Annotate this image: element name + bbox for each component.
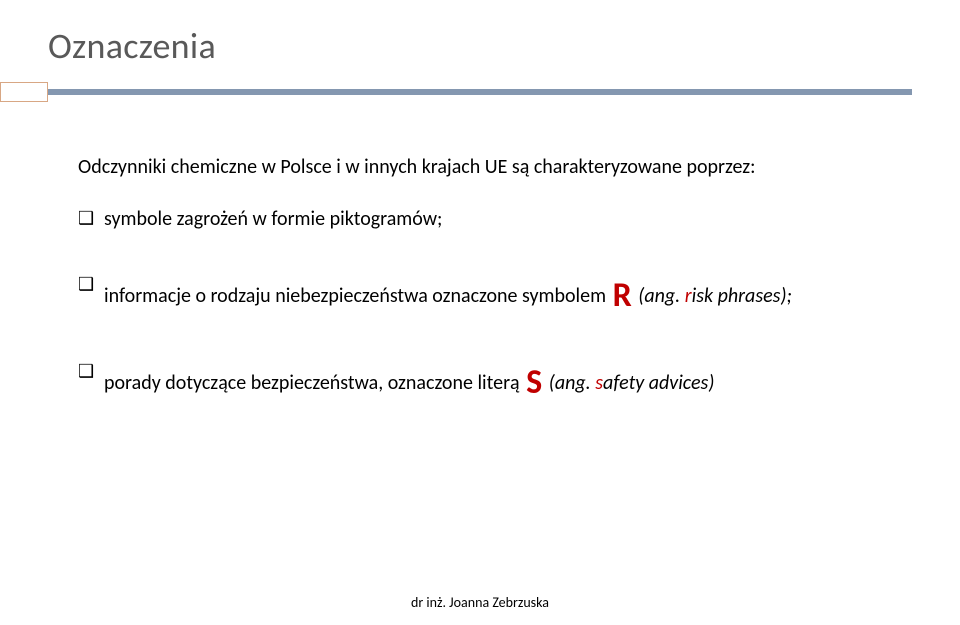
divider [0, 82, 912, 102]
bullet-item: porady dotyczące bezpieczeństwa, oznaczo… [78, 357, 900, 408]
emphasis-letter-r: R [611, 275, 634, 316]
emphasis-rest: afety advices [603, 371, 708, 395]
content-area: Odczynniki chemiczne w Polsce i w innych… [48, 102, 912, 408]
paren-close: ) [708, 371, 714, 395]
emphasis-first-letter: r [685, 284, 692, 308]
paren-open: (ang. [544, 371, 595, 395]
footer-author: dr inż. Joanna Zebrzuska [0, 594, 960, 611]
bullet-item: symbole zagrożeń w formie piktogramów; [78, 204, 900, 234]
paren-close: ); [780, 284, 791, 308]
emphasis-first-letter: s [595, 371, 603, 395]
bullet-prefix: porady dotyczące bezpieczeństwa, oznaczo… [104, 371, 524, 395]
emphasis-letter-s: S [524, 362, 544, 403]
lead-paragraph: Odczynniki chemiczne w Polsce i w innych… [78, 152, 900, 182]
paren-open: (ang. [634, 284, 685, 308]
accent-box [0, 82, 48, 102]
divider-line [48, 89, 912, 95]
bullet-prefix: informacje o rodzaju niebezpieczeństwa o… [104, 284, 611, 308]
slide: Oznaczenia Odczynniki chemiczne w Polsce… [0, 0, 960, 408]
emphasis-rest: isk phrases [692, 284, 781, 308]
slide-title: Oznaczenia [48, 24, 912, 68]
bullet-item: informacje o rodzaju niebezpieczeństwa o… [78, 270, 900, 321]
bullet-text: symbole zagrożeń w formie piktogramów; [104, 207, 442, 231]
bullet-list: symbole zagrożeń w formie piktogramów; i… [78, 204, 900, 408]
